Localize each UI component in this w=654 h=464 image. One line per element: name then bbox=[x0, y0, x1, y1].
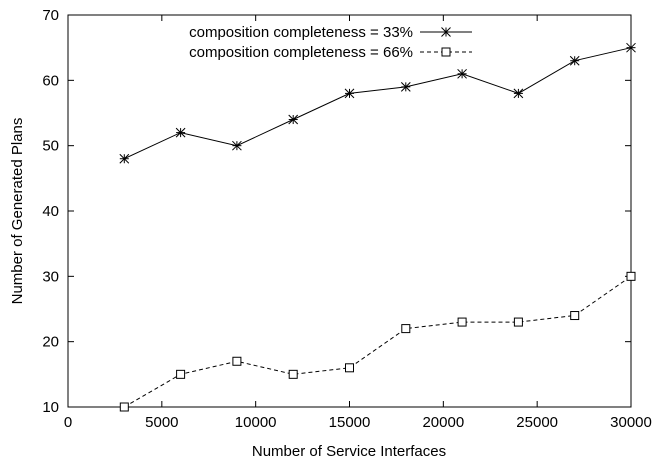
data-point-series-2 bbox=[626, 271, 636, 281]
series-line-2 bbox=[124, 275, 632, 408]
y-axis-title: Number of Generated Plans bbox=[9, 118, 26, 305]
y-tick-label: 50 bbox=[42, 138, 59, 155]
data-point-series-1 bbox=[400, 82, 411, 92]
x-tick-label: 30000 bbox=[610, 414, 652, 431]
data-point-series-2 bbox=[570, 311, 580, 321]
x-tick-label: 15000 bbox=[329, 414, 371, 431]
y-tick-label: 10 bbox=[42, 399, 59, 416]
data-point-series-1 bbox=[344, 88, 355, 99]
data-point-series-2 bbox=[232, 356, 242, 366]
legend-marker-series-1 bbox=[441, 27, 451, 37]
x-tick-label: 20000 bbox=[422, 414, 464, 431]
data-point-series-1 bbox=[569, 55, 580, 66]
data-point-series-1 bbox=[513, 88, 524, 99]
data-point-series-2 bbox=[345, 363, 354, 373]
plot-area bbox=[67, 14, 632, 408]
x-tick-label: 10000 bbox=[235, 414, 277, 431]
x-axis-title: Number of Service Interfaces bbox=[252, 443, 446, 460]
data-point-series-1 bbox=[119, 153, 130, 164]
data-point-series-1 bbox=[288, 114, 299, 125]
series-line-1 bbox=[124, 47, 632, 160]
x-tick-label: 5000 bbox=[145, 414, 178, 431]
legend-label-series-1: composition completeness = 33% bbox=[189, 24, 413, 41]
data-point-series-1 bbox=[626, 42, 636, 53]
data-point-series-1 bbox=[175, 127, 186, 138]
legend-label-series-2: composition completeness = 66% bbox=[189, 44, 413, 61]
y-tick-label: 40 bbox=[42, 203, 59, 220]
data-point-series-2 bbox=[119, 402, 129, 412]
y-tick-label: 60 bbox=[42, 72, 59, 89]
series-layer bbox=[119, 42, 636, 412]
x-tick-label: 25000 bbox=[516, 414, 558, 431]
data-point-series-2 bbox=[288, 369, 298, 379]
axis-ticks: 0 5000 10000 15000 20000 25000 30000 10 20 30 40 50… bbox=[42, 7, 652, 431]
data-point-series-1 bbox=[232, 140, 242, 151]
legend-marker-series-2 bbox=[441, 47, 451, 57]
data-point-series-2 bbox=[457, 317, 467, 327]
data-point-series-1 bbox=[457, 68, 467, 79]
data-point-series-2 bbox=[401, 324, 411, 334]
legend: composition completeness = 33% compositi… bbox=[189, 24, 472, 61]
data-point-series-2 bbox=[513, 317, 523, 327]
y-tick-label: 20 bbox=[42, 334, 59, 351]
y-tick-label: 30 bbox=[42, 268, 59, 285]
y-tick-label: 70 bbox=[42, 7, 59, 24]
data-point-series-2 bbox=[176, 369, 186, 379]
x-tick-label: 0 bbox=[64, 414, 72, 431]
plot-frame bbox=[67, 14, 632, 408]
